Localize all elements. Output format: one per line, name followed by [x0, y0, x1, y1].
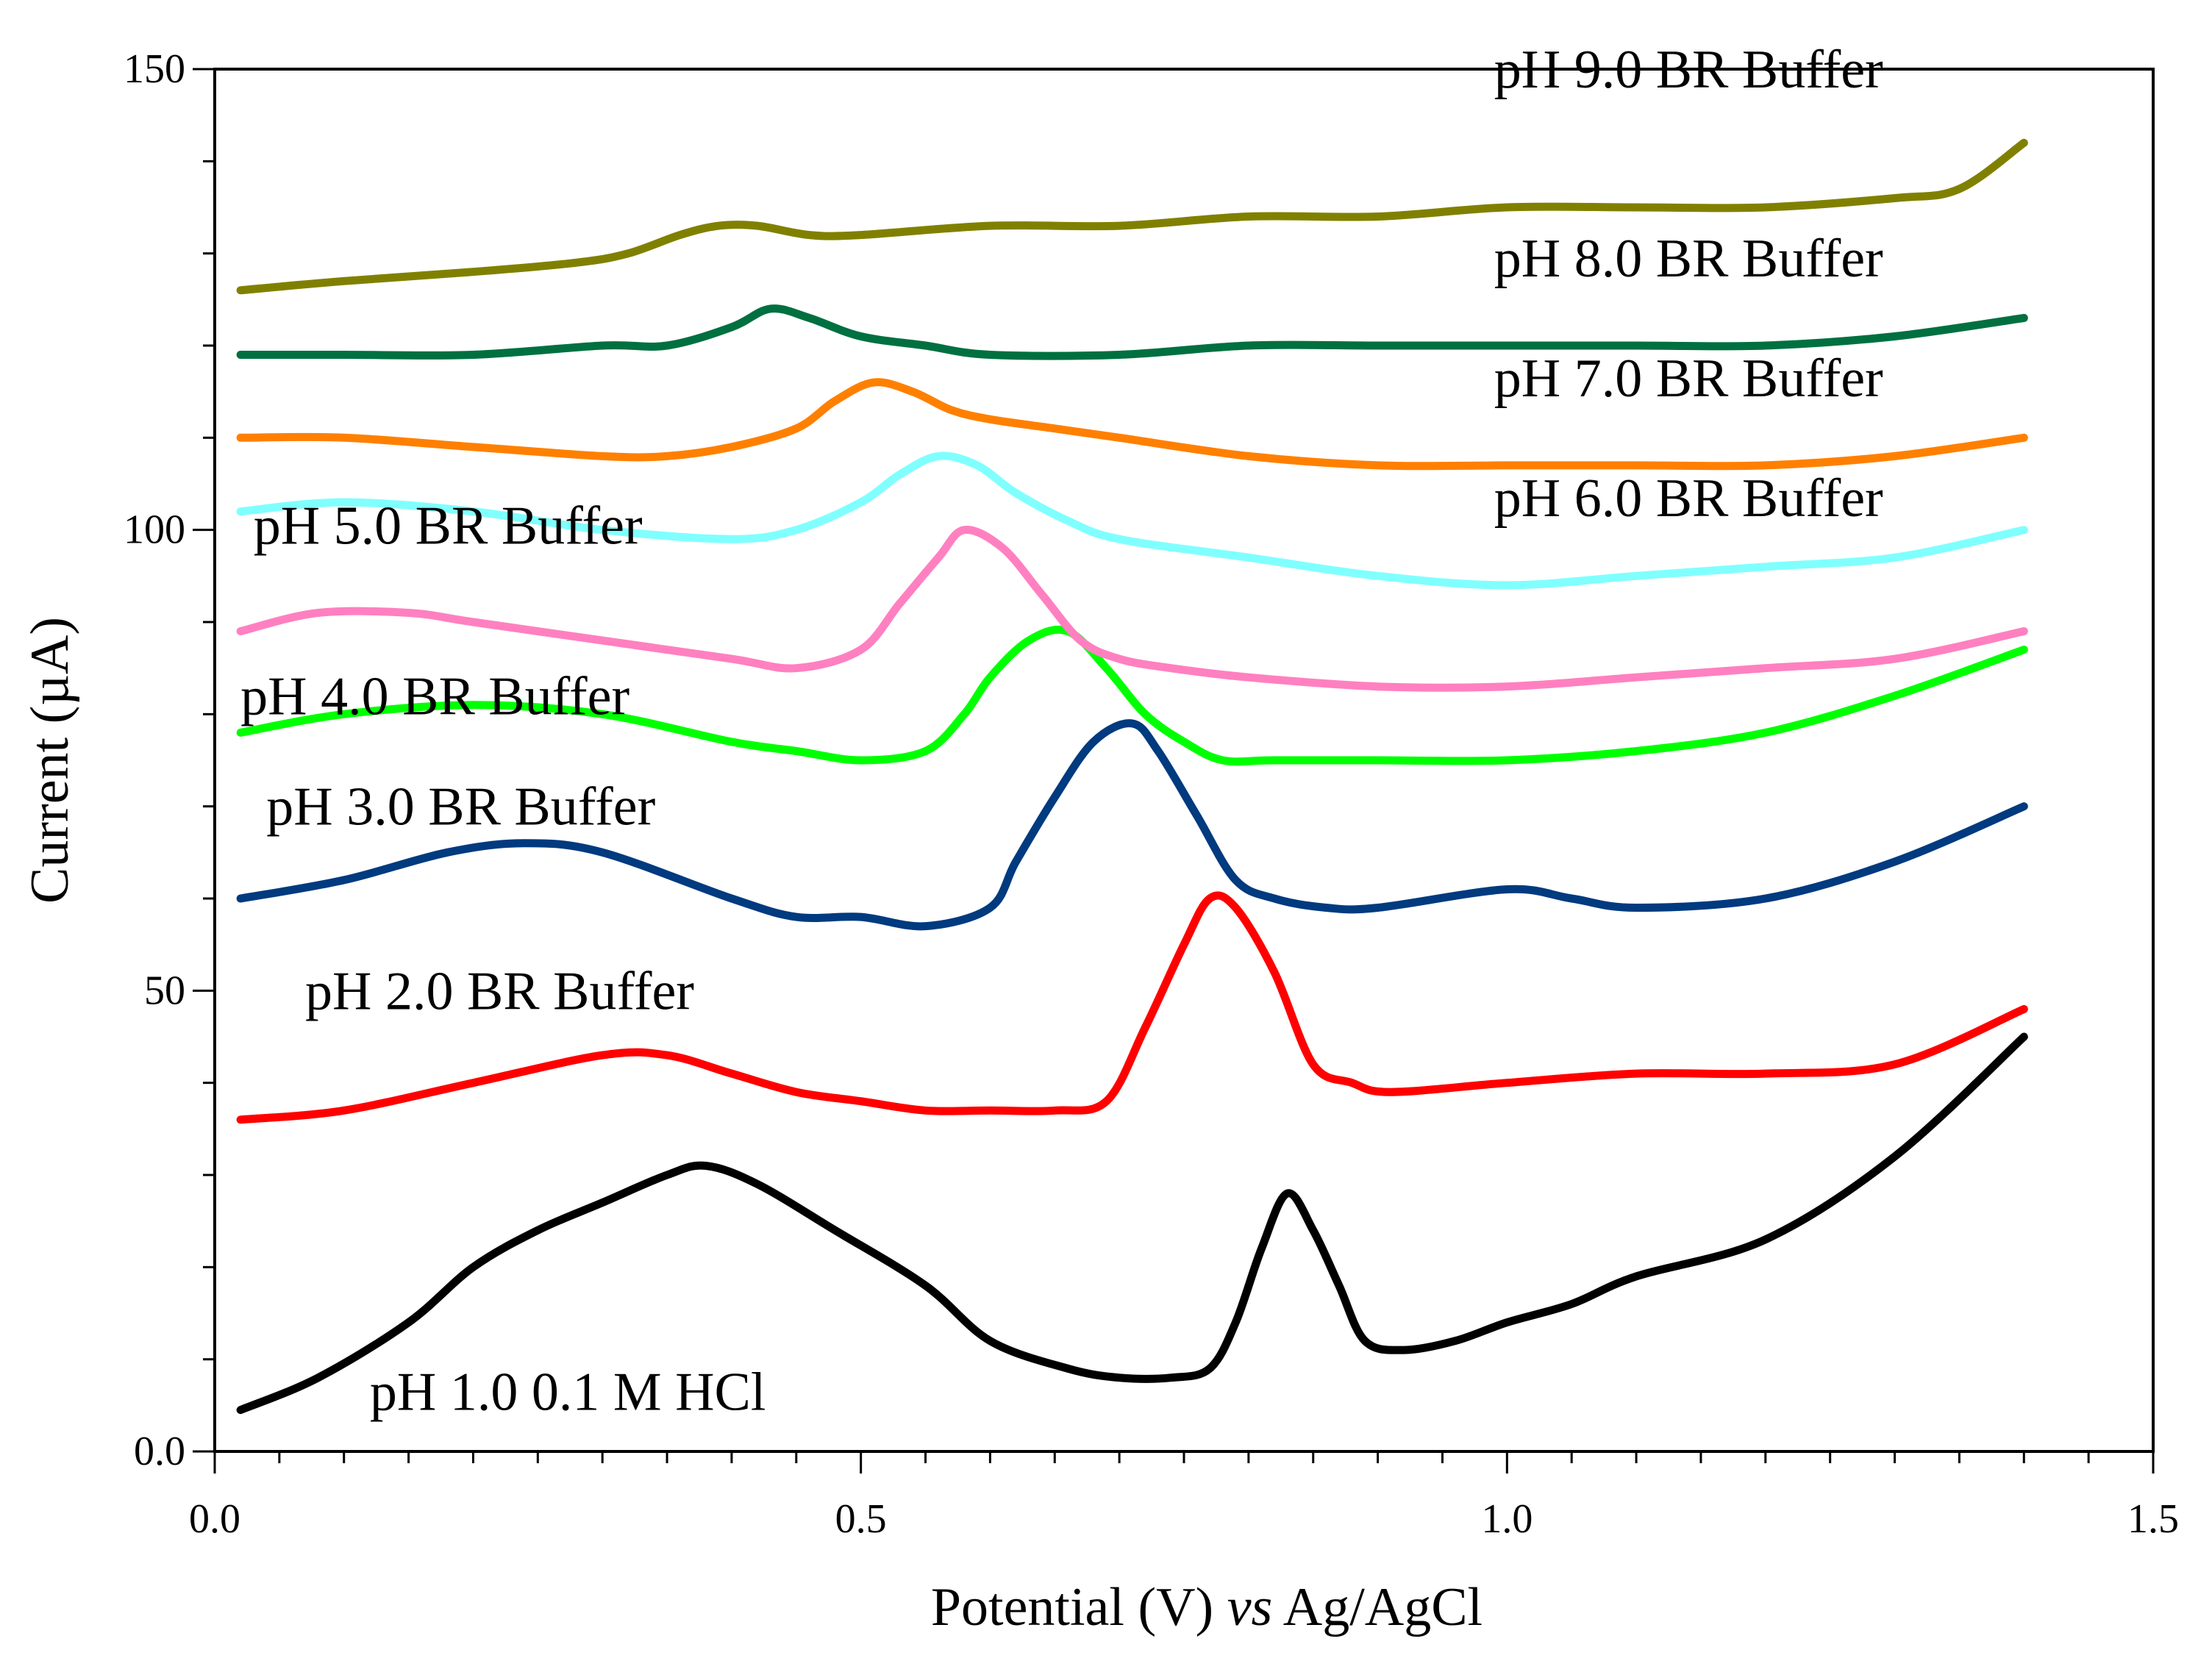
series-label-5: pH 5.0 BR Buffer — [254, 496, 643, 556]
x-axis-label-part-1: Potential (V) — [931, 1577, 1227, 1637]
x-axis-label-part-3: Ag/AgCl — [1272, 1577, 1483, 1637]
y-tick-label: 150 — [124, 46, 185, 92]
series-label-6: pH 6.0 BR Buffer — [1494, 468, 1883, 529]
series-line-6 — [236, 451, 2028, 590]
series-label-7: pH 7.0 BR Buffer — [1494, 349, 1883, 409]
series-label-2: pH 2.0 BR Buffer — [305, 961, 694, 1021]
series-line-9 — [236, 138, 2028, 295]
x-tick-label: 1.5 — [2127, 1496, 2179, 1542]
x-tick-label: 0.5 — [835, 1496, 887, 1542]
series-layer — [236, 138, 2028, 1415]
series-labels-layer: pH 1.0 0.1 M HCl pH 2.0 BR Buffer pH 3.0 B… — [240, 40, 1883, 1423]
series-label-3: pH 3.0 BR Buffer — [266, 777, 655, 837]
series-label-8: pH 8.0 BR Buffer — [1494, 229, 1883, 289]
y-tick-label: 100 — [124, 507, 185, 553]
series-line-8 — [236, 304, 2028, 360]
series-label-1: pH 1.0 0.1 M HCl — [370, 1362, 766, 1423]
series-line-1 — [236, 1032, 2028, 1415]
y-tick-label: 0.0 — [134, 1429, 185, 1474]
series-line-5 — [236, 526, 2028, 692]
x-tick-label: 0.0 — [189, 1496, 240, 1542]
y-tick-label: 50 — [144, 968, 185, 1013]
series-label-9: pH 9.0 BR Buffer — [1494, 40, 1883, 100]
series-line-7 — [236, 378, 2028, 471]
ticks-layer: 0.0 0.5 1.0 1.5 0.0 50 100 150 — [124, 46, 2179, 1542]
series-label-4: pH 4.0 BR Buffer — [240, 666, 629, 726]
x-axis-label: Potential (V) vs Ag/AgCl — [931, 1577, 1483, 1637]
y-axis-label: Current (µA) — [20, 617, 80, 904]
x-tick-label: 1.0 — [1481, 1496, 1533, 1542]
series-line-2 — [236, 891, 2028, 1124]
series-line-3 — [236, 719, 2028, 931]
x-axis-label-part-2: vs — [1227, 1577, 1273, 1637]
